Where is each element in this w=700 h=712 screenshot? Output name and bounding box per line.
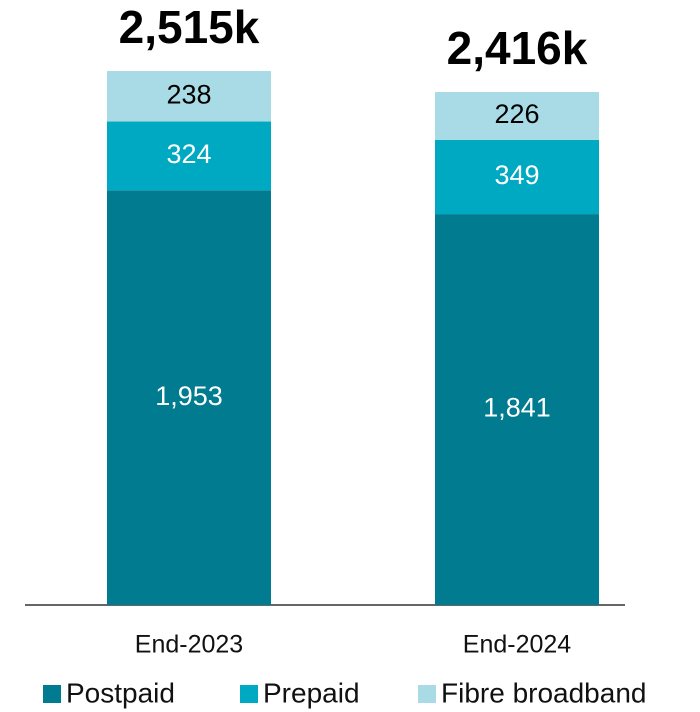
value-label: 324 — [166, 139, 211, 169]
bar-segment — [435, 140, 599, 215]
x-tick-label: End-2023 — [135, 631, 243, 659]
legend-label: Fibre broadband — [441, 677, 646, 708]
value-label: 226 — [494, 99, 539, 129]
value-label: 349 — [494, 160, 539, 190]
bar-segment — [435, 92, 599, 141]
x-tick-label: End-2024 — [463, 631, 572, 659]
total-label: 2,416k — [447, 22, 588, 74]
legend-swatch — [418, 685, 436, 703]
bar-segment — [107, 71, 271, 122]
value-label: 1,841 — [483, 393, 551, 423]
legend-swatch — [240, 685, 258, 703]
legend-label: Prepaid — [263, 677, 360, 708]
bar-segment — [435, 214, 599, 605]
bar-segment — [107, 121, 271, 191]
total-label: 2,515k — [119, 1, 260, 53]
value-label: 1,953 — [155, 381, 223, 411]
bar-segment — [107, 190, 271, 605]
legend-swatch — [43, 685, 61, 703]
value-label: 238 — [166, 79, 211, 109]
legend-label: Postpaid — [66, 677, 175, 708]
